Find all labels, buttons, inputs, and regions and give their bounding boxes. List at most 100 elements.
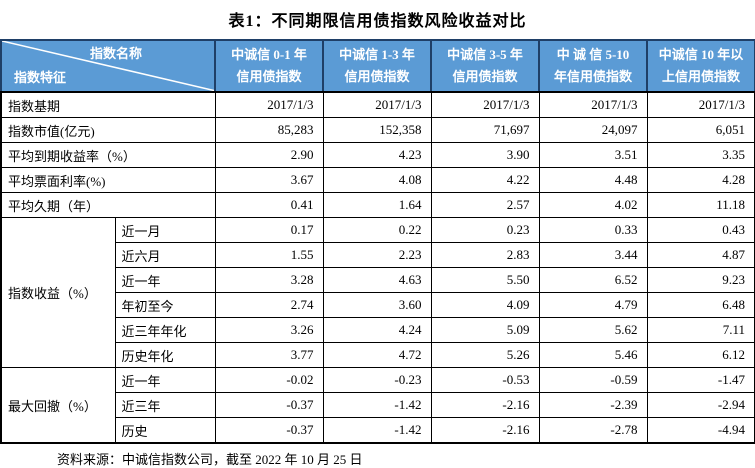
- corner-header-cell: 指数名称 指数特征: [0, 39, 216, 93]
- value-cell: 4.09: [430, 292, 540, 318]
- column-header-10y-plus: 中诚信 10 年以 上信用债指数: [646, 39, 755, 93]
- value-cell: 2017/1/3: [214, 91, 324, 118]
- value-cell: 3.90: [430, 142, 540, 168]
- value-cell: 3.77: [214, 342, 324, 368]
- value-cell: 0.41: [214, 192, 324, 218]
- value-cell: 5.50: [430, 267, 540, 293]
- column-header-line2: 上信用债指数: [661, 69, 740, 84]
- value-cell: 4.08: [322, 167, 432, 193]
- row-label: 平均久期（年）: [0, 192, 216, 218]
- value-cell: 4.79: [538, 292, 648, 318]
- value-cell: -1.47: [646, 367, 755, 393]
- value-cell: 3.44: [538, 242, 648, 268]
- value-cell: 4.72: [322, 342, 432, 368]
- column-header-line2: 年信用债指数: [553, 69, 632, 84]
- table-row: 平均票面利率(%) 3.67 4.08 4.22 4.48 4.28: [0, 167, 755, 193]
- value-cell: 1.64: [322, 192, 432, 218]
- value-cell: -2.16: [430, 392, 540, 418]
- column-header-line1: 中诚信 10 年以: [658, 47, 744, 62]
- value-cell: 5.62: [538, 317, 648, 343]
- row-label: 平均到期收益率（%）: [0, 142, 216, 168]
- value-cell: 2.74: [214, 292, 324, 318]
- value-cell: 2.90: [214, 142, 324, 168]
- value-cell: -0.23: [322, 367, 432, 393]
- value-cell: 4.24: [322, 317, 432, 343]
- column-header-line1: 中诚信 0-1 年: [231, 47, 307, 62]
- value-cell: 2017/1/3: [322, 91, 432, 118]
- value-cell: 4.22: [430, 167, 540, 193]
- value-cell: 4.23: [322, 142, 432, 168]
- value-cell: 3.35: [646, 142, 755, 168]
- column-header-line2: 信用债指数: [344, 69, 410, 84]
- table-row: 最大回撤（%） 近一年 -0.02 -0.23 -0.53 -0.59 -1.4…: [0, 367, 755, 444]
- table-row: 近六月 1.55 2.23 2.83 3.44 4.87: [1, 242, 755, 268]
- value-cell: 152,358: [322, 117, 432, 143]
- value-cell: 2.23: [322, 242, 432, 268]
- subrow-label: 历史年化: [114, 342, 216, 368]
- value-cell: 3.26: [214, 317, 324, 343]
- value-cell: 3.28: [214, 267, 324, 293]
- value-cell: 0.22: [322, 217, 432, 243]
- value-cell: -1.42: [322, 392, 432, 418]
- value-cell: 2.57: [430, 192, 540, 218]
- value-cell: -0.02: [214, 367, 324, 393]
- column-header-line1: 中诚信 3-5 年: [447, 47, 523, 62]
- source-note: 资料来源：中诚信指数公司，截至 2022 年 10 月 25 日: [57, 452, 363, 467]
- value-cell: -2.94: [646, 392, 755, 418]
- table-row: 历史年化 3.77 4.72 5.26 5.46 6.12: [1, 342, 755, 368]
- value-cell: 0.43: [646, 217, 755, 243]
- value-cell: 6,051: [646, 117, 755, 143]
- subrow-label: 近一年: [114, 267, 216, 293]
- table-row: 历史 -0.37 -1.42 -2.16 -2.78 -4.94: [1, 417, 755, 444]
- value-cell: 7.11: [646, 317, 755, 343]
- column-header-0-1y: 中诚信 0-1 年 信用债指数: [214, 39, 324, 93]
- value-cell: 5.46: [538, 342, 648, 368]
- value-cell: 5.26: [430, 342, 540, 368]
- table-row: 年初至今 2.74 3.60 4.09 4.79 6.48: [1, 292, 755, 318]
- row-label: 指数基期: [0, 91, 216, 118]
- value-cell: -0.53: [430, 367, 540, 393]
- value-cell: 1.55: [214, 242, 324, 268]
- value-cell: -4.94: [646, 417, 755, 444]
- value-cell: 2.83: [430, 242, 540, 268]
- value-cell: 3.51: [538, 142, 648, 168]
- value-cell: 71,697: [430, 117, 540, 143]
- credit-bond-index-table: 指数名称 指数特征 中诚信 0-1 年 信用债指数 中诚信 1-3 年 信用债指…: [0, 39, 755, 444]
- value-cell: -2.78: [538, 417, 648, 444]
- value-cell: -0.59: [538, 367, 648, 393]
- diagonal-line: [3, 42, 213, 90]
- value-cell: 3.60: [322, 292, 432, 318]
- value-cell: -0.37: [214, 417, 324, 444]
- subrow-label: 近一月: [114, 217, 216, 243]
- value-cell: -1.42: [322, 417, 432, 444]
- table-row: 平均久期（年） 0.41 1.64 2.57 4.02 11.18: [0, 192, 755, 218]
- value-cell: 4.02: [538, 192, 648, 218]
- value-cell: 2017/1/3: [430, 91, 540, 118]
- group-label-index-return: 指数收益（%）: [0, 217, 116, 368]
- corner-bottom-left-label: 指数特征: [14, 70, 67, 85]
- table-row: 平均到期收益率（%） 2.90 4.23 3.90 3.51 3.35: [0, 142, 755, 168]
- value-cell: 6.48: [646, 292, 755, 318]
- subrow-label: 近一年: [114, 367, 216, 393]
- value-cell: 5.09: [430, 317, 540, 343]
- value-cell: 6.52: [538, 267, 648, 293]
- column-header-3-5y: 中诚信 3-5 年 信用债指数: [430, 39, 540, 93]
- table-row: 指数基期 2017/1/3 2017/1/3 2017/1/3 2017/1/3…: [0, 91, 755, 118]
- value-cell: 4.28: [646, 167, 755, 193]
- row-label: 平均票面利率(%): [0, 167, 216, 193]
- table-row: 近三年年化 3.26 4.24 5.09 5.62 7.11: [1, 317, 755, 343]
- value-cell: 9.23: [646, 267, 755, 293]
- value-cell: 2017/1/3: [538, 91, 648, 118]
- value-cell: -2.16: [430, 417, 540, 444]
- subrow-label: 年初至今: [114, 292, 216, 318]
- value-cell: 85,283: [214, 117, 324, 143]
- value-cell: -0.37: [214, 392, 324, 418]
- value-cell: 0.33: [538, 217, 648, 243]
- subrow-label: 近三年年化: [114, 317, 216, 343]
- value-cell: -2.39: [538, 392, 648, 418]
- value-cell: 4.48: [538, 167, 648, 193]
- column-header-line2: 信用债指数: [452, 69, 518, 84]
- group-label-max-drawdown: 最大回撤（%）: [0, 367, 116, 444]
- corner-top-right-label: 指数名称: [90, 46, 143, 61]
- subrow-label: 近三年: [114, 392, 216, 418]
